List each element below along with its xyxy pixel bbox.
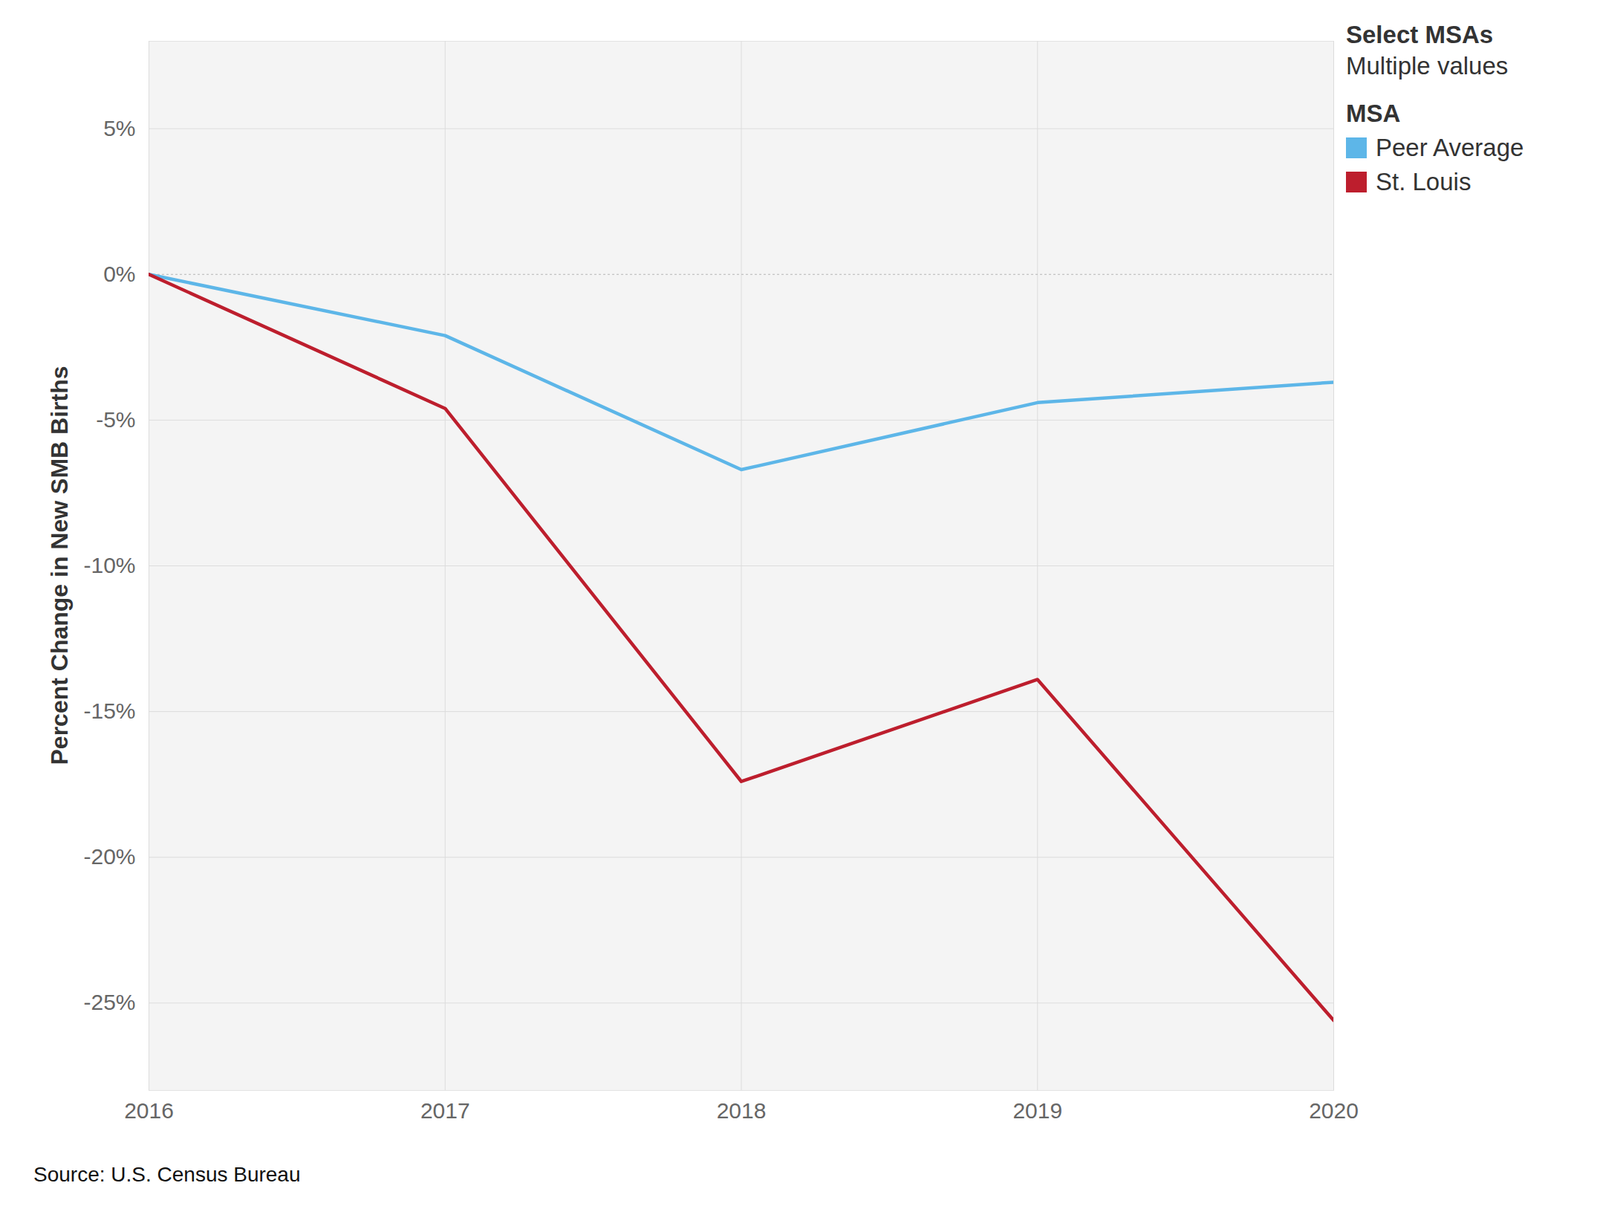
svg-text:-5%: -5%	[95, 407, 136, 432]
html-text:Multiple values: Multiple values	[1345, 51, 1509, 80]
svg-text:2016: 2016	[124, 1097, 174, 1123]
svg-text:-25%: -25%	[83, 989, 136, 1014]
html-text:Peer Average: Peer Average	[1375, 133, 1524, 162]
svg-text:-15%: -15%	[83, 698, 136, 723]
svg-text:2019: 2019	[1012, 1097, 1063, 1123]
html-text:Percent Change in New SMB Birt: Percent Change in New SMB Births	[45, 365, 73, 765]
svg-text:5%: 5%	[103, 115, 136, 141]
html-text:Select MSAs: Select MSAs	[1345, 20, 1494, 49]
svg-text:-10%: -10%	[83, 552, 136, 578]
html-text:St. Louis: St. Louis	[1375, 167, 1472, 196]
html-text:Source: U.S. Census Bureau: Source: U.S. Census Bureau	[33, 1162, 301, 1186]
svg-text:0%: 0%	[103, 261, 136, 286]
svg-text:-20%: -20%	[83, 843, 136, 869]
svg-text:2020: 2020	[1308, 1097, 1359, 1123]
svg-text:2018: 2018	[716, 1097, 767, 1123]
svg-text:2017: 2017	[420, 1097, 471, 1123]
html-text:MSA: MSA	[1345, 99, 1401, 128]
